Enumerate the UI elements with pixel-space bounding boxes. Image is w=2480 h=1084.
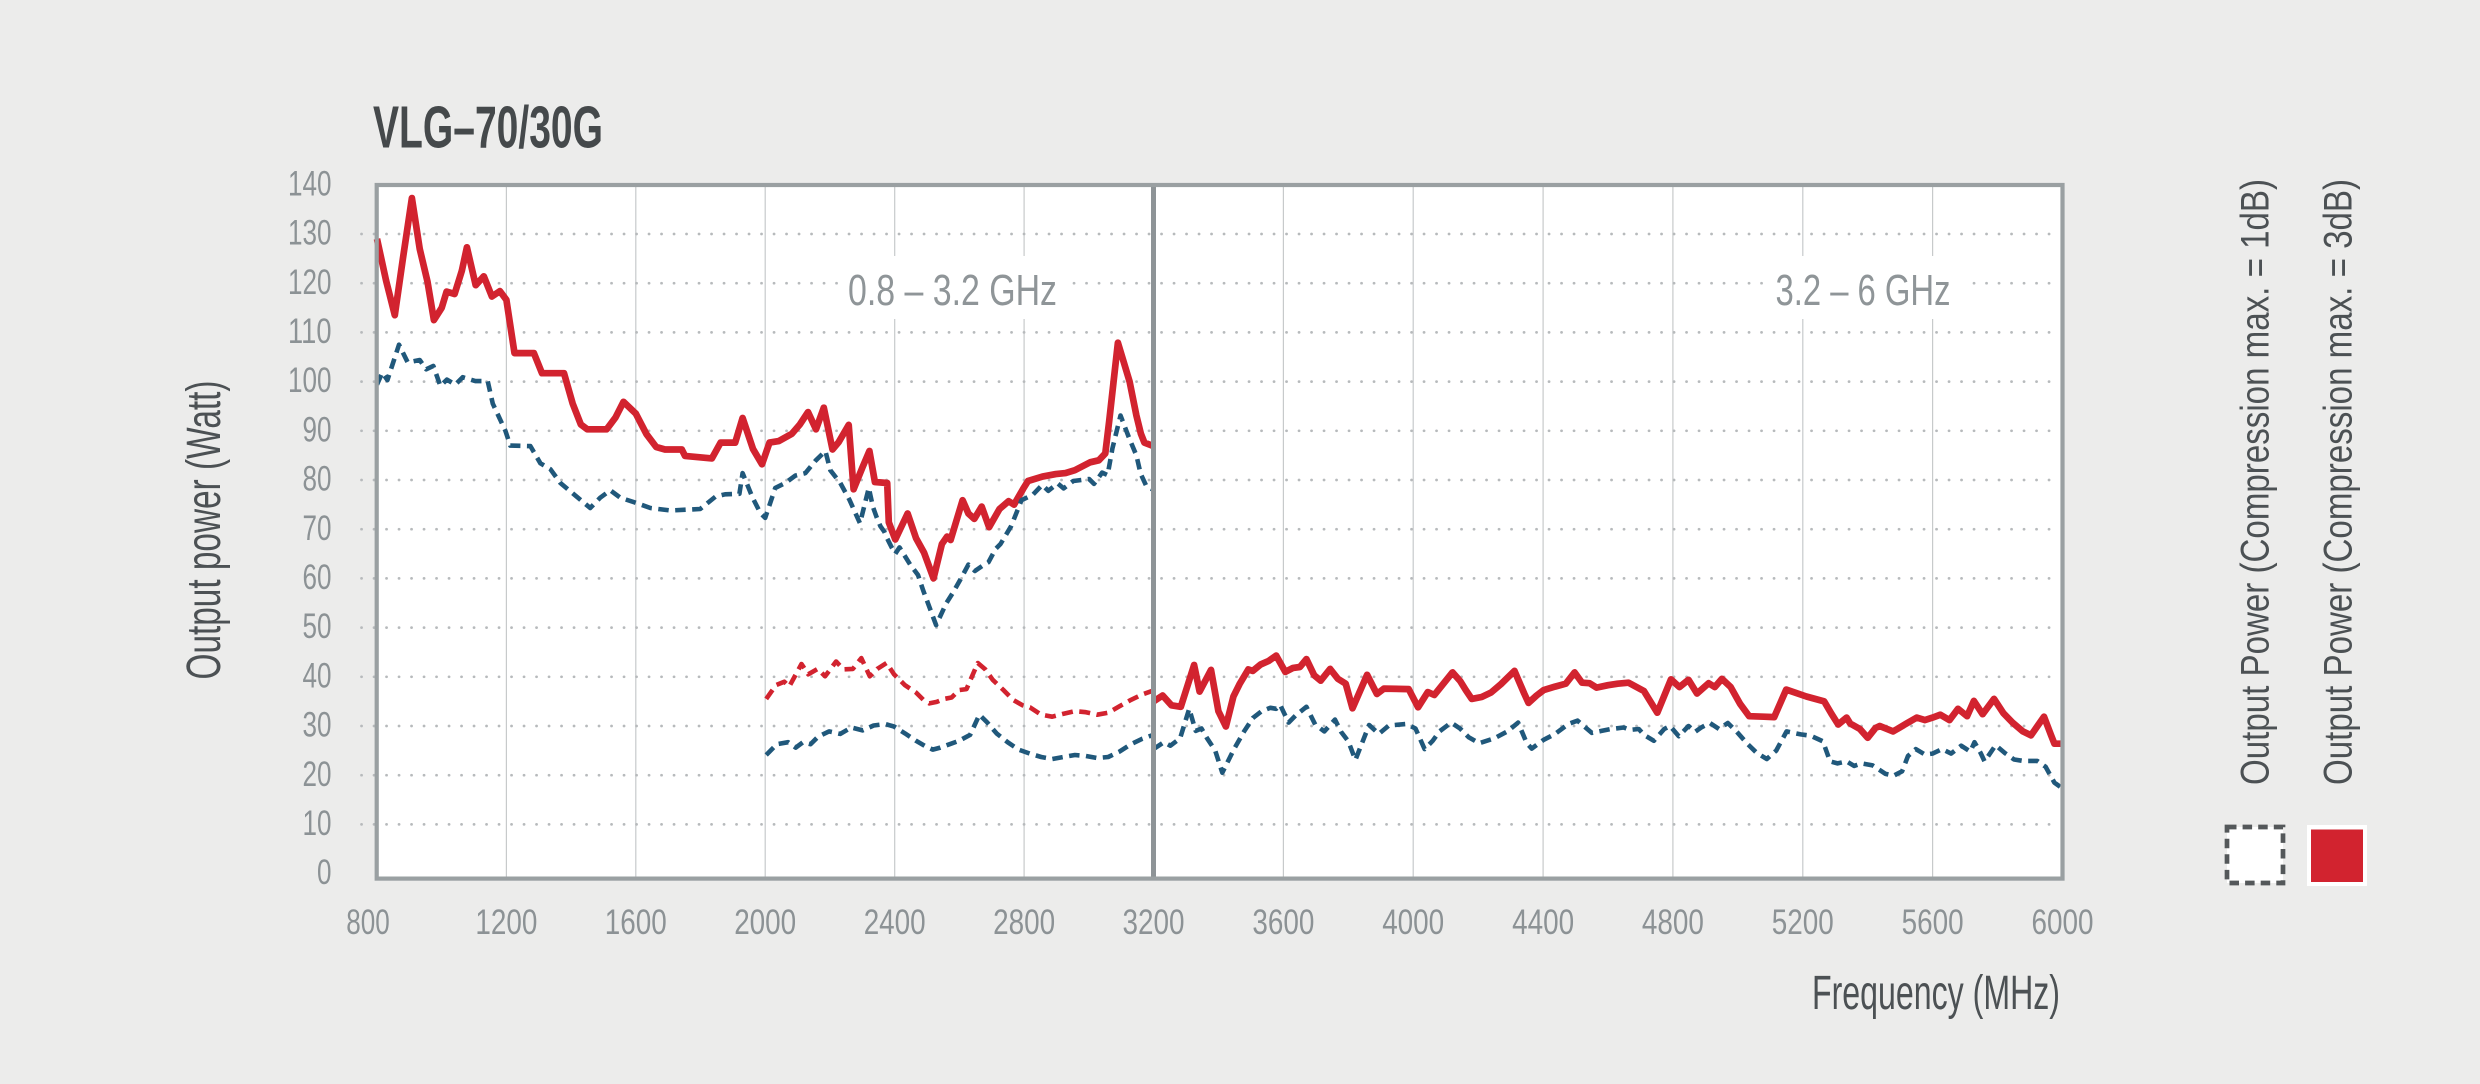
- svg-text:30: 30: [303, 706, 332, 745]
- svg-text:Output Power (Compression max.: Output Power (Compression max. = 1dB): [2234, 179, 2278, 785]
- svg-text:2000: 2000: [734, 903, 796, 942]
- svg-text:3.2 – 6 GHz: 3.2 – 6 GHz: [1776, 266, 1951, 315]
- svg-text:800: 800: [346, 903, 390, 942]
- svg-text:Output power (Watt): Output power (Watt): [178, 381, 231, 680]
- svg-text:120: 120: [288, 263, 332, 302]
- svg-text:70: 70: [303, 509, 332, 548]
- svg-text:1200: 1200: [475, 903, 537, 942]
- svg-text:80: 80: [303, 460, 332, 499]
- svg-text:1600: 1600: [605, 903, 667, 942]
- svg-text:10: 10: [303, 804, 332, 843]
- svg-text:90: 90: [303, 410, 332, 449]
- svg-text:140: 140: [288, 164, 332, 203]
- svg-text:3200: 3200: [1123, 903, 1185, 942]
- svg-text:130: 130: [288, 214, 332, 253]
- svg-text:110: 110: [288, 312, 332, 351]
- svg-text:60: 60: [303, 558, 332, 597]
- svg-text:20: 20: [303, 755, 332, 794]
- svg-text:6000: 6000: [2032, 903, 2094, 942]
- svg-text:Frequency (MHz): Frequency (MHz): [1812, 967, 2060, 1020]
- svg-text:2400: 2400: [864, 903, 926, 942]
- svg-text:5200: 5200: [1772, 903, 1834, 942]
- svg-text:0.8 – 3.2 GHz: 0.8 – 3.2 GHz: [848, 266, 1057, 315]
- svg-text:50: 50: [303, 607, 332, 646]
- svg-text:VLG–70/30G: VLG–70/30G: [373, 95, 603, 161]
- svg-text:40: 40: [303, 656, 332, 695]
- svg-text:4800: 4800: [1642, 903, 1704, 942]
- svg-text:4000: 4000: [1382, 903, 1444, 942]
- svg-text:Output Power (Compression max.: Output Power (Compression max. = 3dB): [2317, 179, 2361, 785]
- svg-text:100: 100: [288, 361, 332, 400]
- svg-text:0: 0: [317, 853, 332, 892]
- svg-text:5600: 5600: [1902, 903, 1964, 942]
- svg-text:4400: 4400: [1512, 903, 1574, 942]
- svg-text:3600: 3600: [1252, 903, 1314, 942]
- svg-text:2800: 2800: [993, 903, 1055, 942]
